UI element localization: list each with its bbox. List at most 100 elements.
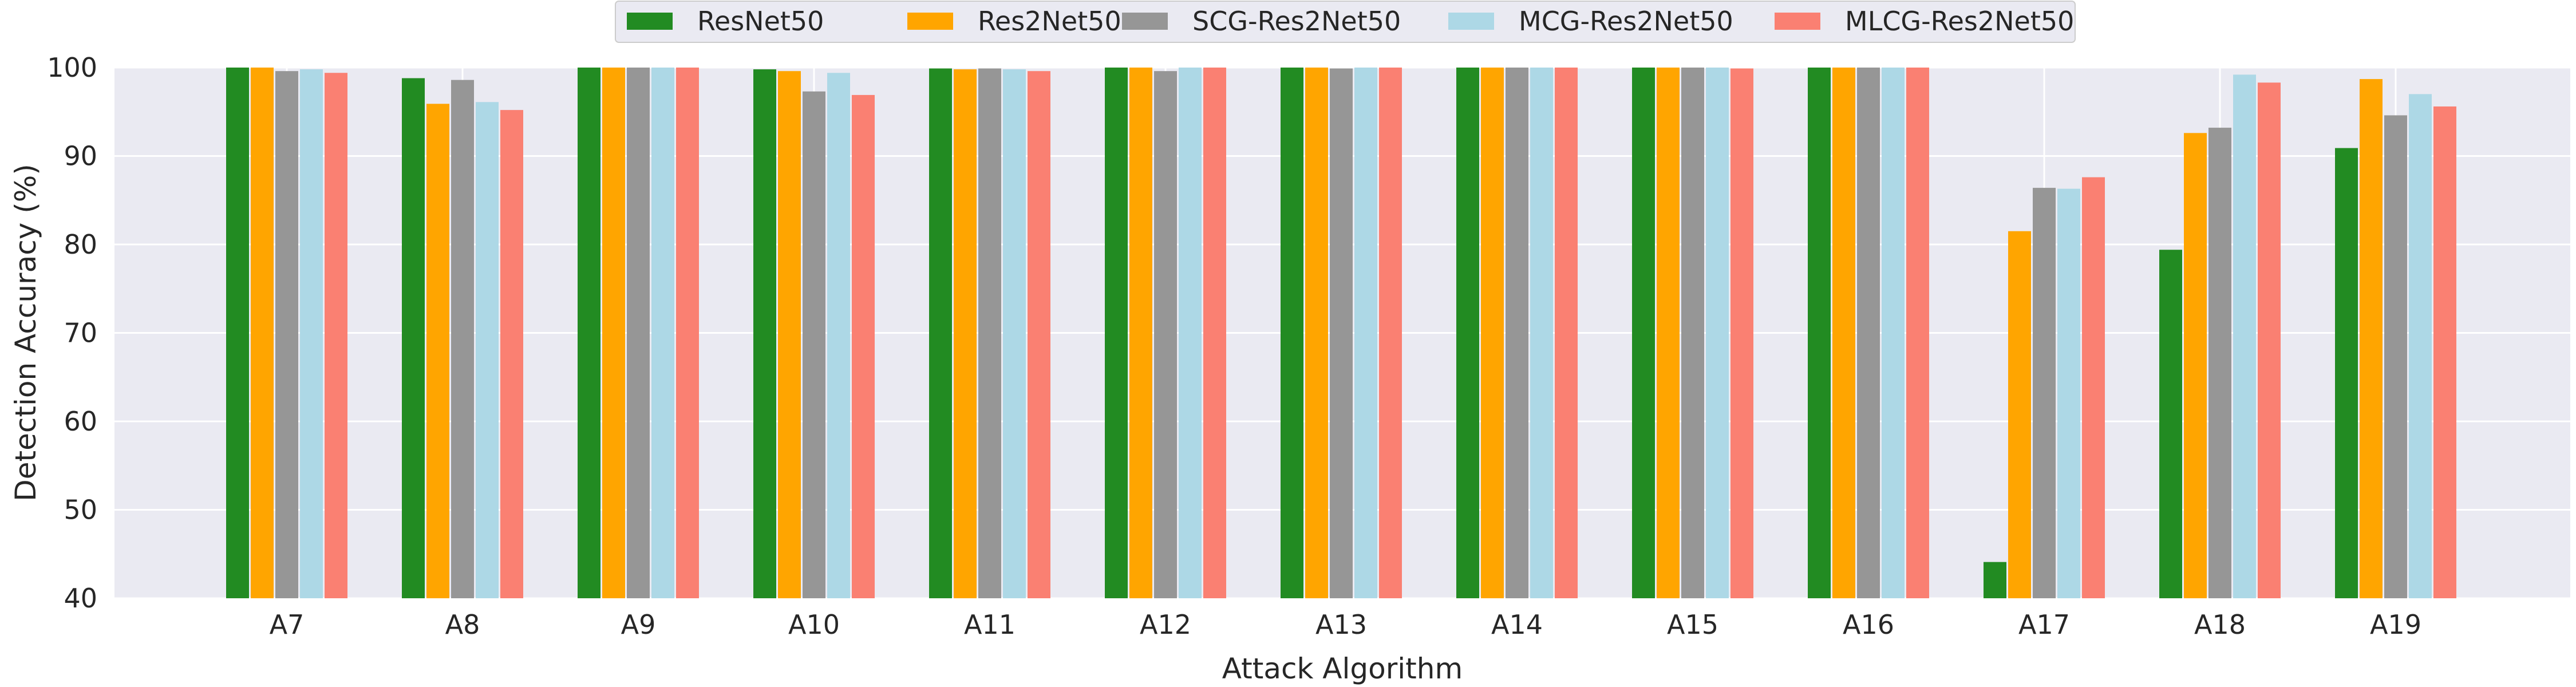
bar	[1857, 68, 1880, 598]
legend-label: MLCG-Res2Net50	[1845, 6, 2074, 37]
bar	[1530, 68, 1553, 598]
legend-label: Res2Net50	[978, 6, 1121, 37]
bar	[1129, 68, 1152, 598]
bar	[827, 73, 850, 598]
bar	[451, 80, 474, 598]
x-tick-label: A11	[964, 609, 1016, 640]
bar	[500, 110, 523, 598]
bar	[1003, 69, 1026, 599]
bar	[954, 69, 977, 599]
x-tick-label: A13	[1315, 609, 1367, 640]
x-tick-label: A7	[270, 609, 305, 640]
bar	[1506, 68, 1528, 598]
bar	[1179, 68, 1202, 598]
bar	[2033, 188, 2056, 598]
bar	[1681, 68, 1704, 598]
bar	[1706, 68, 1729, 598]
bar	[1808, 68, 1831, 598]
bar	[1906, 68, 1929, 598]
bar	[2082, 177, 2105, 599]
bar	[2159, 250, 2182, 598]
bar	[578, 68, 600, 598]
y-tick-label: 90	[64, 141, 97, 172]
bar	[1105, 68, 1128, 598]
legend-label: SCG-Res2Net50	[1192, 6, 1401, 37]
x-tick-label: A16	[1843, 609, 1894, 640]
bar	[2335, 148, 2358, 599]
x-tick-label: A18	[2194, 609, 2246, 640]
bar	[1281, 68, 1303, 598]
bar	[1481, 68, 1504, 598]
y-tick-label: 100	[47, 52, 97, 83]
y-tick-label: 60	[64, 406, 97, 437]
x-tick-label: A9	[621, 609, 656, 640]
x-tick-label: A17	[2018, 609, 2070, 640]
bar	[1657, 68, 1680, 598]
bar	[1730, 68, 1753, 599]
bar	[1555, 68, 1578, 598]
bar	[2184, 133, 2207, 598]
y-axis-label: Detection Accuracy (%)	[9, 164, 42, 501]
bar	[929, 68, 952, 599]
legend-frame	[615, 1, 2076, 43]
legend-label: ResNet50	[697, 6, 824, 37]
bar	[275, 71, 298, 599]
legend-swatch	[907, 13, 953, 30]
bar	[1984, 562, 2006, 598]
x-tick-label: A15	[1667, 609, 1718, 640]
bar	[1632, 68, 1655, 598]
bar	[476, 102, 499, 598]
bar	[1154, 71, 1177, 599]
bar	[1379, 68, 1402, 598]
bar	[1305, 68, 1328, 598]
bar	[1028, 71, 1050, 599]
bar	[2409, 94, 2432, 599]
y-tick-labels: 40 50 60 70 80 90 100	[47, 52, 97, 614]
bar	[978, 68, 1001, 599]
bar	[2233, 74, 2256, 599]
bar	[1330, 68, 1353, 599]
bar	[852, 94, 875, 598]
bar	[2384, 115, 2407, 598]
x-tick-label: A12	[1140, 609, 1191, 640]
bar	[2057, 188, 2080, 598]
legend-swatch	[1122, 13, 1168, 30]
bar	[426, 104, 449, 599]
bar	[676, 68, 699, 598]
bar	[300, 69, 323, 599]
bar	[1882, 68, 1905, 598]
x-axis-label: Attack Algorithm	[1222, 652, 1463, 685]
y-tick-label: 70	[64, 318, 97, 349]
bar	[1456, 68, 1479, 598]
bar	[325, 73, 347, 598]
bar	[402, 78, 425, 599]
bar	[1832, 68, 1855, 598]
bar	[651, 68, 674, 598]
bar	[778, 71, 801, 599]
x-tick-labels: A7 A8 A9 A10 A11 A12 A13 A14 A15 A16 A17 A18 A19	[270, 609, 2421, 640]
legend-swatch	[627, 13, 673, 30]
legend: ResNet50 Res2Net50 SCG-Res2Net50 MCG-Res2Ne…	[615, 1, 2076, 43]
bar	[753, 69, 776, 599]
bar	[2208, 128, 2231, 598]
x-tick-label: A10	[788, 609, 840, 640]
y-tick-label: 50	[64, 495, 97, 526]
bar	[2258, 82, 2281, 598]
y-tick-label: 40	[64, 583, 97, 614]
bar	[602, 68, 625, 598]
bar	[803, 91, 825, 599]
x-tick-label: A19	[2370, 609, 2421, 640]
bar	[2433, 106, 2456, 599]
bar	[1203, 68, 1226, 598]
bar	[2360, 79, 2383, 598]
x-tick-label: A14	[1491, 609, 1543, 640]
bar	[1354, 68, 1377, 598]
bar	[226, 68, 249, 598]
legend-swatch	[1448, 13, 1494, 30]
bar	[251, 68, 274, 598]
bar	[627, 68, 650, 598]
legend-swatch	[1775, 13, 1820, 30]
y-tick-label: 80	[64, 229, 97, 260]
legend-label: MCG-Res2Net50	[1519, 6, 1733, 37]
